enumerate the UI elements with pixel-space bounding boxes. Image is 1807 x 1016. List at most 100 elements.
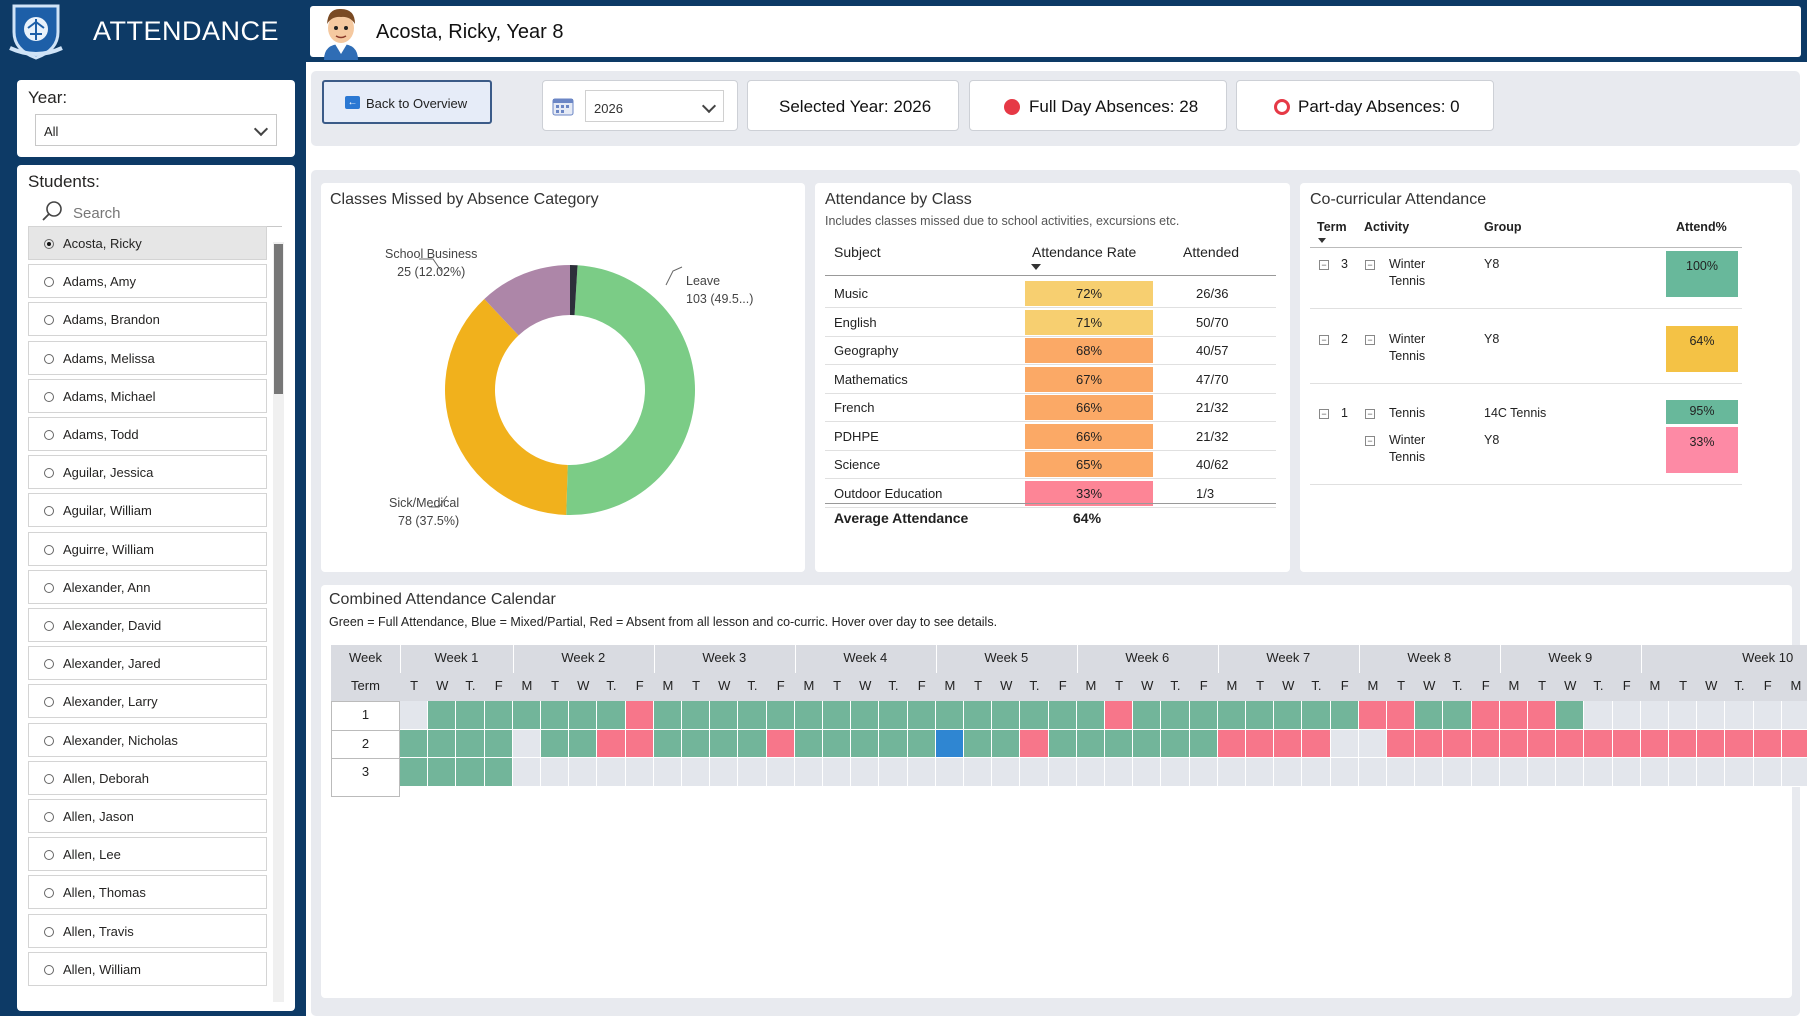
- calendar-day-cell[interactable]: [1076, 729, 1105, 758]
- calendar-day-cell[interactable]: [1697, 729, 1726, 758]
- student-list-scrollbar[interactable]: [273, 242, 284, 1002]
- cc-col-attend[interactable]: Attend%: [1676, 220, 1727, 234]
- student-list-item[interactable]: Alexander, Jared: [28, 646, 267, 681]
- calendar-day-cell[interactable]: [1612, 701, 1641, 730]
- calendar-day-cell[interactable]: [794, 729, 823, 758]
- calendar-day-cell[interactable]: [1105, 701, 1134, 730]
- calendar-day-cell[interactable]: [766, 701, 795, 730]
- calendar-day-cell[interactable]: [1020, 729, 1049, 758]
- calendar-day-cell[interactable]: [1781, 758, 1807, 787]
- calendar-day-cell[interactable]: [625, 729, 654, 758]
- calendar-day-cell[interactable]: [1415, 758, 1444, 787]
- calendar-day-cell[interactable]: [1471, 758, 1500, 787]
- calendar-day-cell[interactable]: [851, 729, 880, 758]
- donut-slice[interactable]: [566, 265, 695, 515]
- calendar-day-cell[interactable]: [1753, 758, 1782, 787]
- calendar-day-cell[interactable]: [851, 701, 880, 730]
- calendar-day-cell[interactable]: [794, 758, 823, 787]
- calendar-day-cell[interactable]: [879, 758, 908, 787]
- calendar-day-cell[interactable]: [1302, 729, 1331, 758]
- student-list-item[interactable]: Allen, Lee: [28, 837, 267, 872]
- collapse-icon[interactable]: −: [1319, 335, 1329, 345]
- year-dropdown[interactable]: [35, 114, 277, 146]
- radio-icon[interactable]: [44, 888, 54, 899]
- radio-icon[interactable]: [44, 582, 54, 593]
- radio-icon[interactable]: [44, 239, 54, 249]
- calendar-day-cell[interactable]: [456, 729, 485, 758]
- col-attended[interactable]: Attended: [1183, 244, 1240, 260]
- calendar-day-cell[interactable]: [1246, 758, 1275, 787]
- calendar-day-cell[interactable]: [1358, 701, 1387, 730]
- back-to-overview-button[interactable]: [322, 80, 492, 124]
- calendar-day-cell[interactable]: [484, 758, 513, 787]
- calendar-day-cell[interactable]: [569, 729, 598, 758]
- calendar-day-cell[interactable]: [1471, 729, 1500, 758]
- calendar-day-cell[interactable]: [541, 729, 570, 758]
- calendar-day-cell[interactable]: [1161, 729, 1190, 758]
- calendar-day-cell[interactable]: [653, 758, 682, 787]
- calendar-day-cell[interactable]: [1217, 729, 1246, 758]
- calendar-day-cell[interactable]: [710, 701, 739, 730]
- calendar-day-cell[interactable]: [1189, 729, 1218, 758]
- student-list-item[interactable]: Adams, Michael: [28, 378, 267, 413]
- radio-icon[interactable]: [44, 430, 54, 440]
- radio-icon[interactable]: [44, 659, 54, 670]
- calendar-day-cell[interactable]: [766, 729, 795, 758]
- calendar-day-cell[interactable]: [484, 701, 513, 730]
- student-list-item[interactable]: Acosta, Ricky: [28, 226, 267, 260]
- calendar-day-cell[interactable]: [1725, 701, 1754, 730]
- calendar-day-cell[interactable]: [1358, 758, 1387, 787]
- calendar-day-cell[interactable]: [907, 729, 936, 758]
- calendar-day-cell[interactable]: [1330, 729, 1359, 758]
- calendar-day-cell[interactable]: [1105, 729, 1134, 758]
- radio-icon[interactable]: [44, 697, 54, 708]
- calendar-day-cell[interactable]: [1048, 729, 1077, 758]
- calendar-day-cell[interactable]: [1161, 701, 1190, 730]
- calendar-day-cell[interactable]: [428, 758, 457, 787]
- student-list-item[interactable]: Adams, Amy: [28, 264, 267, 299]
- student-list-item[interactable]: Allen, Travis: [28, 913, 267, 948]
- calendar-day-cell[interactable]: [1612, 758, 1641, 787]
- radio-icon[interactable]: [44, 391, 54, 402]
- donut-slice[interactable]: [570, 265, 578, 316]
- cc-col-term[interactable]: Term: [1317, 220, 1347, 234]
- calendar-day-cell[interactable]: [1076, 758, 1105, 787]
- calendar-day-cell[interactable]: [1330, 758, 1359, 787]
- radio-icon[interactable]: [44, 315, 54, 326]
- calendar-day-cell[interactable]: [1640, 701, 1669, 730]
- calendar-day-cell[interactable]: [1133, 701, 1162, 730]
- radio-icon[interactable]: [44, 964, 54, 975]
- calendar-day-cell[interactable]: [1669, 758, 1698, 787]
- calendar-day-cell[interactable]: [541, 758, 570, 787]
- cc-col-group[interactable]: Group: [1484, 220, 1522, 234]
- calendar-day-cell[interactable]: [1246, 729, 1275, 758]
- calendar-day-cell[interactable]: [1189, 758, 1218, 787]
- calendar-day-cell[interactable]: [1781, 729, 1807, 758]
- radio-icon[interactable]: [44, 850, 54, 861]
- calendar-day-cell[interactable]: [456, 701, 485, 730]
- calendar-day-cell[interactable]: [597, 729, 626, 758]
- calendar-day-cell[interactable]: [992, 701, 1021, 730]
- calendar-day-cell[interactable]: [935, 701, 964, 730]
- calendar-day-cell[interactable]: [1443, 701, 1472, 730]
- calendar-day-cell[interactable]: [541, 701, 570, 730]
- calendar-day-cell[interactable]: [879, 729, 908, 758]
- calendar-day-cell[interactable]: [710, 729, 739, 758]
- calendar-day-cell[interactable]: [1499, 701, 1528, 730]
- calendar-day-cell[interactable]: [512, 701, 541, 730]
- calendar-day-cell[interactable]: [1189, 701, 1218, 730]
- calendar-day-cell[interactable]: [710, 758, 739, 787]
- calendar-day-cell[interactable]: [823, 758, 852, 787]
- calendar-day-cell[interactable]: [1669, 729, 1698, 758]
- donut-slice[interactable]: [484, 265, 570, 336]
- radio-icon[interactable]: [44, 468, 54, 479]
- collapse-icon[interactable]: −: [1319, 409, 1329, 419]
- calendar-day-cell[interactable]: [597, 701, 626, 730]
- calendar-day-cell[interactable]: [1640, 729, 1669, 758]
- student-list-item[interactable]: Alexander, Nicholas: [28, 722, 267, 757]
- student-list-item[interactable]: Alexander, David: [28, 608, 267, 642]
- calendar-day-cell[interactable]: [935, 758, 964, 787]
- calendar-day-cell[interactable]: [653, 729, 682, 758]
- calendar-day-cell[interactable]: [1528, 729, 1557, 758]
- student-list-item[interactable]: Allen, Thomas: [28, 875, 267, 910]
